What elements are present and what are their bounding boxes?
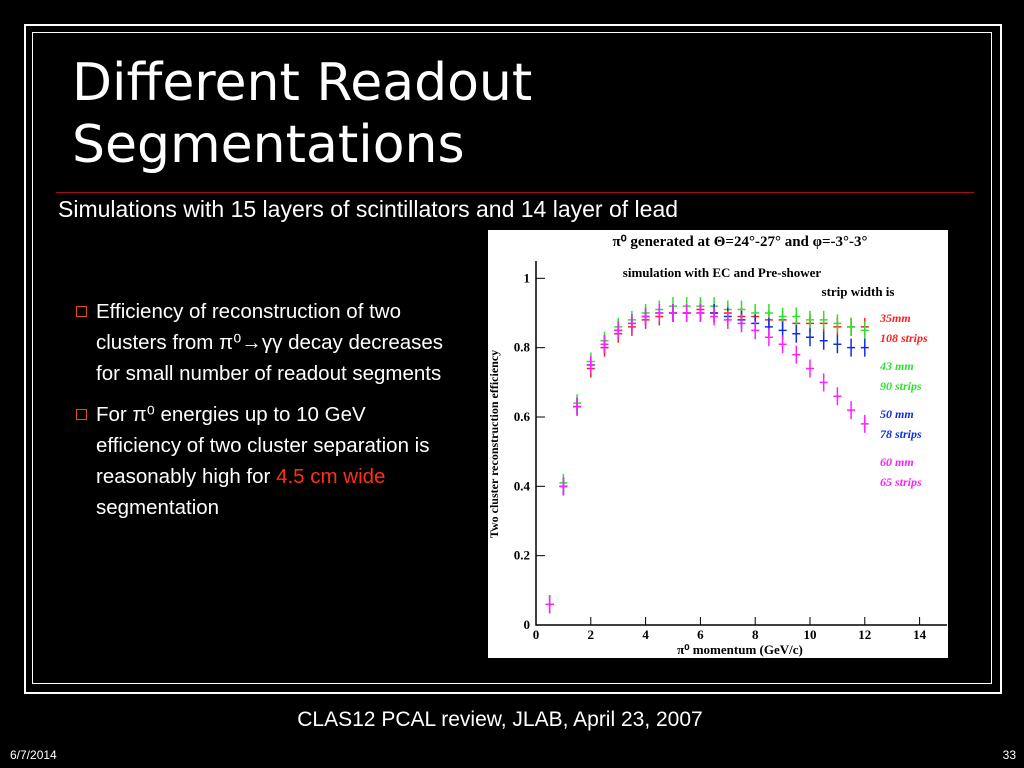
bullet-text: For π⁰ energies up to 10 GeV efficiency … (96, 403, 430, 488)
legend-label: 65 strips (880, 475, 922, 489)
data-point (600, 335, 609, 354)
data-point (586, 356, 595, 374)
bullet-text: segmentation (96, 496, 220, 519)
annotation: strip width is (822, 284, 895, 299)
divider (56, 192, 974, 193)
legend-label: 35mm (879, 311, 911, 325)
x-tick-label: 8 (752, 627, 759, 642)
x-tick-label: 2 (588, 627, 595, 642)
data-point (737, 314, 746, 333)
data-point (792, 345, 801, 364)
legend-label: 50 mm (880, 407, 914, 421)
data-point (819, 331, 828, 350)
data-point (833, 314, 842, 333)
footer: CLAS12 PCAL review, JLAB, April 23, 2007 (297, 708, 703, 731)
frame (32, 32, 992, 684)
data-point (847, 401, 856, 420)
data-point (559, 477, 568, 496)
slide-title: Different Readout Segmentations (72, 52, 532, 176)
data-point (669, 304, 677, 322)
x-axis-label: π⁰ momentum (GeV/c) (677, 642, 803, 657)
data-point (778, 335, 787, 354)
y-tick-label: 0.6 (514, 409, 531, 424)
x-tick-label: 12 (858, 627, 871, 642)
legend-label: 108 strips (880, 331, 928, 345)
data-point (847, 338, 856, 357)
frame (24, 24, 1002, 694)
bullet: Efficiency of reconstruction of two clus… (72, 296, 444, 389)
data-point (655, 304, 664, 322)
annotation: simulation with EC and Pre-shower (623, 265, 822, 280)
data-point (833, 335, 842, 354)
data-point (614, 321, 623, 340)
data-point (751, 321, 760, 340)
page-number: 33 (1002, 748, 1016, 762)
data-point (819, 373, 828, 392)
data-point (860, 321, 869, 340)
data-point (860, 414, 869, 433)
chart-background (488, 230, 948, 658)
data-point (819, 310, 828, 329)
legend-label: 43 mm (879, 359, 914, 373)
chart-title: π⁰ generated at Θ=24°-27° and φ=-3°-3° (612, 234, 867, 250)
highlight: 4.5 cm wide (276, 465, 386, 488)
data-point (764, 328, 773, 347)
data-point (696, 304, 705, 322)
data-point (833, 387, 842, 406)
y-tick-label: 0.2 (514, 548, 530, 563)
bullet-text: Efficiency of reconstruction of two clus… (96, 300, 444, 385)
legend-label: 90 strips (880, 379, 922, 393)
data-point (806, 310, 814, 329)
data-point (860, 338, 869, 357)
data-point (573, 397, 582, 416)
data-point (641, 307, 650, 326)
data-point (682, 304, 691, 322)
bullet-list: Efficiency of reconstruction of two clus… (72, 296, 444, 533)
data-point (710, 307, 719, 326)
data-point (806, 328, 814, 347)
x-tick-label: 4 (642, 627, 649, 642)
subtitle: Simulations with 15 layers of scintillat… (58, 196, 679, 222)
legend-label: 60 mm (880, 455, 914, 469)
data-point (792, 307, 801, 326)
data-point (545, 595, 554, 614)
y-tick-label: 1 (524, 270, 531, 285)
title-line: Different Readout (72, 53, 533, 113)
x-tick-label: 0 (533, 627, 540, 642)
legend-label: 78 strips (880, 427, 922, 441)
data-point (806, 359, 814, 378)
y-tick-label: 0.8 (514, 340, 531, 355)
data-point (723, 310, 732, 329)
x-tick-label: 10 (804, 627, 817, 642)
y-axis-label: Two cluster reconstruction efficiency (487, 350, 501, 538)
y-tick-label: 0 (524, 617, 531, 632)
data-point (847, 317, 856, 336)
title-line: Segmentations (72, 115, 465, 175)
x-tick-label: 6 (697, 627, 704, 642)
y-tick-label: 0.4 (514, 478, 531, 493)
bullet: For π⁰ energies up to 10 GeV efficiency … (72, 399, 444, 523)
date: 6/7/2014 (10, 748, 57, 762)
data-point (627, 314, 636, 333)
data-point (792, 324, 801, 343)
x-tick-label: 14 (913, 627, 927, 642)
